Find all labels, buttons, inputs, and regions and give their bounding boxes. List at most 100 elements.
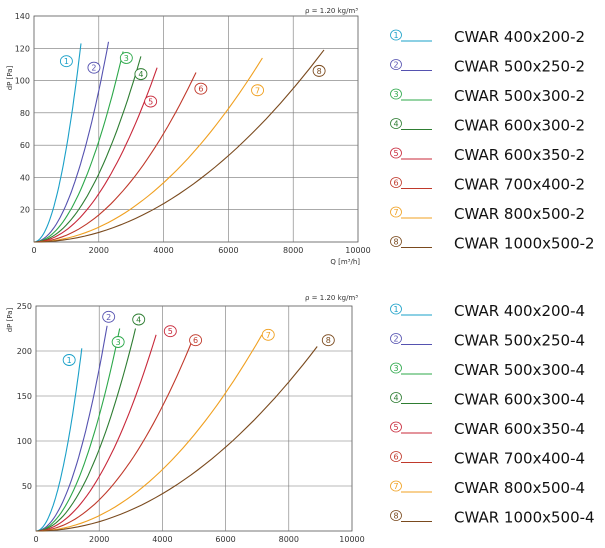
y-tick-label: 50	[22, 482, 32, 491]
legend-marker-circle-2	[390, 333, 402, 344]
legend-marker-number-6: 6	[393, 453, 398, 462]
y-tick-label: 100	[17, 437, 32, 446]
pressure-drop-chart-4-row: ρ = 1.20 kg/m³ dP [Pa] 0 2000 4000 6000 8000…	[6, 294, 365, 544]
series-marker-circle-7	[261, 328, 275, 341]
legend-marker-number-2: 2	[393, 335, 398, 344]
series-curve-8	[35, 346, 318, 532]
x-tick-label: 0	[33, 535, 38, 544]
legend-marker-circle-3	[390, 88, 402, 100]
legend-marker-circle-8	[390, 510, 402, 521]
x-tick-label: 4000	[153, 246, 173, 255]
series-marker-circle-3	[111, 336, 125, 348]
y-tick-label: 60	[20, 141, 30, 150]
legend-marker-number-1: 1	[393, 305, 398, 314]
legend-marker-circle-1	[390, 303, 402, 315]
series-marker-circle-5	[163, 325, 177, 338]
series-marker-number-2: 2	[106, 313, 111, 322]
density-label: ρ = 1.20 kg/m³	[305, 294, 358, 302]
series-curve-2	[35, 325, 108, 532]
y-tick-label: 150	[17, 392, 32, 401]
y-tick-label: 100	[15, 77, 30, 86]
series-curve-7	[35, 334, 263, 532]
legend-marker-number-5: 5	[393, 423, 398, 432]
y-tick-label: 40	[20, 173, 30, 182]
y-axis-label: dP [Pa]	[6, 65, 14, 90]
series-marker-circle-6	[194, 82, 208, 95]
legend-label-3: CWAR 500x300-2	[454, 87, 585, 105]
legend-marker-circle-2	[390, 59, 402, 70]
series-marker-number-7: 7	[255, 86, 260, 95]
series-marker-circle-8	[312, 64, 326, 77]
series-marker-circle-4	[132, 313, 146, 326]
legend-marker-circle-5	[390, 421, 402, 433]
legend-label-1: CWAR 400x200-2	[454, 28, 585, 46]
legend-marker-number-6: 6	[393, 179, 398, 188]
series-marker-number-3: 3	[116, 338, 121, 347]
legend-marker-circle-3	[390, 362, 402, 374]
x-tick-label: 2000	[89, 535, 109, 544]
legend-marker-circle-1	[390, 29, 402, 41]
series-marker-circle-2	[102, 310, 116, 323]
x-tick-label: 8000	[279, 535, 299, 544]
series-marker-circle-2	[87, 61, 101, 74]
legend-label-4: CWAR 600x300-4	[454, 391, 585, 409]
legend-marker-number-4: 4	[393, 394, 398, 403]
legend-marker-number-1: 1	[393, 31, 398, 40]
legend-bottom: 1 CWAR 400x200-4 2 CWAR 500x250-4 3 CWAR 500x…	[390, 302, 595, 527]
legend-label-8: CWAR 1000x500-4	[454, 509, 595, 527]
x-tick-label: 6000	[215, 535, 235, 544]
series-marker-circle-1	[62, 354, 76, 366]
legend-label-7: CWAR 800x500-4	[454, 479, 585, 497]
legend-label-3: CWAR 500x300-4	[454, 361, 585, 379]
legend-marker-circle-6	[390, 177, 402, 188]
series-marker-number-5: 5	[168, 327, 173, 336]
series-marker-number-6: 6	[198, 85, 203, 94]
x-tick-label: 10000	[339, 535, 364, 544]
legend-top: 1 CWAR 400x200-2 2 CWAR 500x250-2 3 CWAR 500x…	[390, 28, 595, 253]
series-curve-6	[33, 72, 197, 243]
legend-label-1: CWAR 400x200-4	[454, 302, 585, 320]
series-curve-7	[33, 57, 263, 243]
y-tick-label: 140	[15, 12, 30, 21]
series-marker-number-4: 4	[136, 316, 141, 325]
legend-label-8: CWAR 1000x500-2	[454, 235, 595, 253]
x-tick-label: 6000	[218, 246, 238, 255]
x-axis-label: Q [m³/h]	[330, 258, 360, 266]
series-curve-3	[35, 328, 121, 532]
series-marker-circle-7	[251, 84, 265, 97]
y-tick-label: 250	[17, 302, 32, 311]
legend-label-5: CWAR 600x350-2	[454, 146, 585, 164]
series-marker-number-5: 5	[148, 98, 153, 107]
series-curve-2	[33, 41, 110, 243]
legend-marker-number-7: 7	[393, 208, 398, 217]
series-curve-1	[33, 43, 82, 243]
series-curve-8	[33, 49, 325, 243]
series-marker-number-2: 2	[91, 64, 96, 73]
series-curve-6	[35, 339, 193, 532]
legend-label-6: CWAR 700x400-4	[454, 450, 585, 468]
series-curve-4	[33, 56, 142, 243]
series-curve-5	[35, 334, 157, 532]
y-tick-label: 200	[17, 347, 32, 356]
x-tick-label: 4000	[152, 535, 172, 544]
series-marker-number-6: 6	[193, 336, 198, 345]
legend-marker-number-5: 5	[393, 149, 398, 158]
legend-marker-circle-7	[390, 480, 402, 492]
series-marker-number-4: 4	[138, 70, 143, 79]
series-marker-circle-1	[59, 55, 73, 68]
y-tick-label: 80	[20, 109, 30, 118]
density-label: ρ = 1.20 kg/m³	[305, 7, 358, 15]
x-tick-label: 10000	[345, 246, 370, 255]
legend-marker-circle-5	[390, 147, 402, 159]
series-marker-number-8: 8	[326, 336, 331, 345]
x-tick-label: 8000	[283, 246, 303, 255]
legend-marker-number-2: 2	[393, 61, 398, 70]
pressure-drop-chart-2-row: ρ = 1.20 kg/m³ dP [Pa] Q [m³/h] 0 2000 400…	[6, 7, 371, 266]
series-marker-number-7: 7	[266, 331, 271, 340]
legend-marker-number-3: 3	[393, 90, 398, 99]
series-marker-circle-3	[119, 52, 133, 64]
series-marker-number-8: 8	[317, 67, 322, 76]
legend-label-2: CWAR 500x250-4	[454, 332, 585, 350]
series-marker-number-1: 1	[67, 356, 72, 365]
